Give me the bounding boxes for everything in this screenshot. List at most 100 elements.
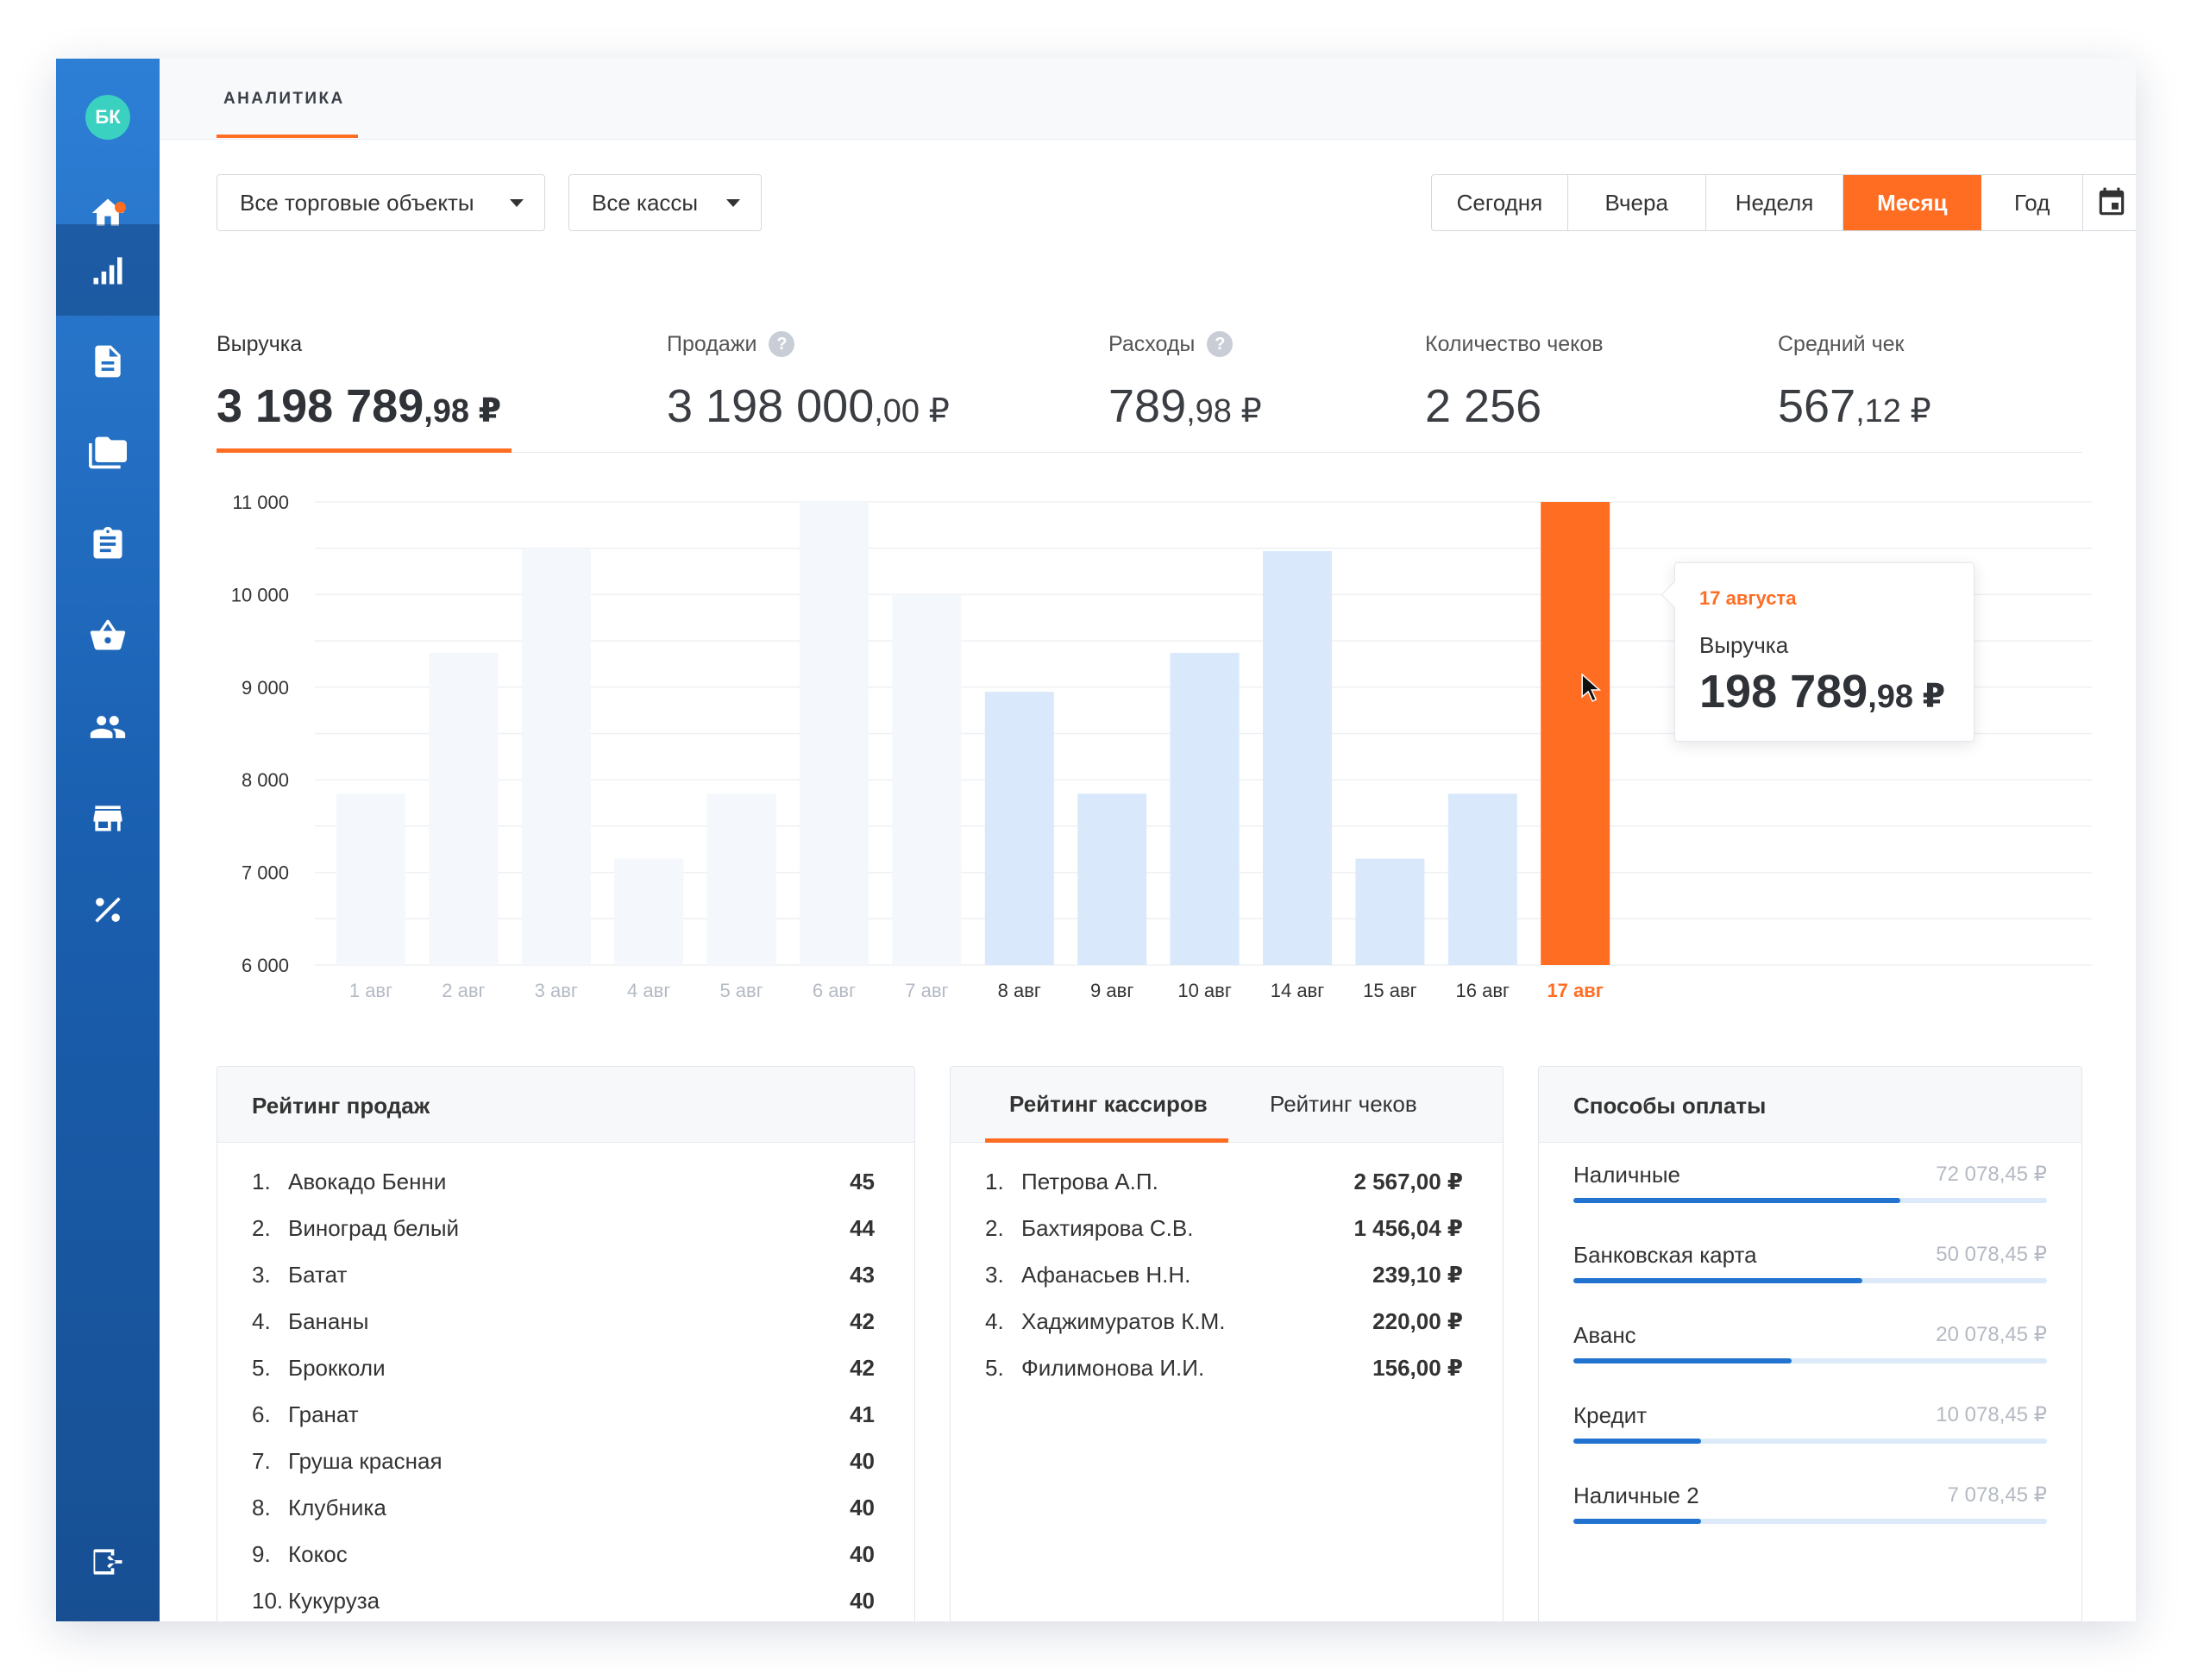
product-name: Кукуруза xyxy=(288,1587,380,1614)
tab-cashier-rating[interactable]: Рейтинг кассиров xyxy=(1009,1091,1208,1117)
chart-bar[interactable] xyxy=(1541,502,1610,965)
cashier-amount: 220,00 ₽ xyxy=(1372,1307,1463,1334)
card-title: Рейтинг продаж xyxy=(252,1093,430,1119)
payment-method-row: Наличные 2 7 078,45 ₽ xyxy=(1573,1483,2047,1534)
kpi-sales[interactable]: Продажи? 3 198 000,00 ₽ xyxy=(667,329,950,433)
period-year-button[interactable]: Год xyxy=(1981,175,2084,230)
sidebar-item-orders[interactable] xyxy=(56,590,160,681)
cashier-amount: 156,00 ₽ xyxy=(1372,1354,1463,1381)
list-item[interactable]: 1. Петрова А.П. 2 567,00 ₽ xyxy=(985,1164,1463,1199)
sidebar-item-tasks[interactable] xyxy=(56,498,160,590)
list-item[interactable]: 9. Кокос 40 xyxy=(252,1537,875,1571)
rank-number: 1. xyxy=(985,1168,1004,1194)
sidebar-item-users[interactable] xyxy=(56,681,160,773)
product-name: Кокос xyxy=(288,1540,348,1567)
x-tick-label: 14 авг xyxy=(1271,980,1325,1001)
x-tick-label: 1 авг xyxy=(349,980,392,1001)
period-week-button[interactable]: Неделя xyxy=(1706,175,1844,230)
card-header: Рейтинг кассиров Рейтинг чеков xyxy=(951,1067,1503,1143)
list-item[interactable]: 1. Авокадо Бенни 45 xyxy=(252,1164,875,1199)
list-item[interactable]: 6. Гранат 41 xyxy=(252,1397,875,1432)
sales-count: 40 xyxy=(850,1447,875,1474)
payment-method-amount: 50 078,45 ₽ xyxy=(1936,1243,2047,1266)
list-item[interactable]: 7. Груша красная 40 xyxy=(252,1444,875,1478)
chart-bar[interactable] xyxy=(429,653,499,965)
sidebar-item-home[interactable] xyxy=(56,167,160,259)
period-selector: Сегодня Вчера Неделя Месяц Год xyxy=(1431,174,2136,231)
mouse-cursor-icon xyxy=(1581,673,1602,703)
percent-icon xyxy=(95,897,121,923)
kpi-average-receipt[interactable]: Средний чек 567,12 ₽ xyxy=(1778,329,1931,433)
period-yesterday-button[interactable]: Вчера xyxy=(1568,175,1706,230)
period-month-button[interactable]: Месяц xyxy=(1843,175,1982,230)
cashier-name: Бахтиярова С.В. xyxy=(1021,1214,1194,1241)
sales-count: 41 xyxy=(850,1401,875,1427)
payment-method-name: Кредит xyxy=(1573,1402,1648,1428)
rank-number: 2. xyxy=(985,1214,1004,1241)
chart-bar[interactable] xyxy=(1170,653,1240,965)
chart-bar[interactable] xyxy=(1355,858,1425,965)
x-tick-label: 4 авг xyxy=(627,980,670,1001)
chart-bar[interactable] xyxy=(706,793,776,965)
kpi-expenses[interactable]: Расходы? 789,98 ₽ xyxy=(1108,329,1262,433)
sidebar-item-analytics[interactable] xyxy=(56,224,160,316)
chart-bar[interactable] xyxy=(800,502,869,965)
sidebar-item-discounts[interactable] xyxy=(56,864,160,956)
calendar-button[interactable] xyxy=(2083,175,2136,230)
kpi-revenue[interactable]: Выручка 3 198 789,98 ₽ xyxy=(217,329,501,433)
list-item[interactable]: 2. Виноград белый 44 xyxy=(252,1211,875,1245)
chart-bar[interactable] xyxy=(1263,550,1332,965)
chart-bar[interactable] xyxy=(892,594,962,965)
kpi-value: 567,12 ₽ xyxy=(1778,380,1931,432)
x-tick-label: 9 авг xyxy=(1090,980,1133,1001)
sales-count: 42 xyxy=(850,1307,875,1334)
list-item[interactable]: 3. Афанасьев Н.Н. 239,10 ₽ xyxy=(985,1257,1463,1292)
chart-bar[interactable] xyxy=(1447,793,1517,965)
kpi-receipts-count[interactable]: Количество чеков 2 256 xyxy=(1425,329,1604,433)
list-item[interactable]: 5. Брокколи 42 xyxy=(252,1351,875,1385)
x-tick-label: 15 авг xyxy=(1363,980,1417,1001)
tab-analytics[interactable]: АНАЛИТИКА xyxy=(223,90,345,108)
rank-number: 2. xyxy=(252,1214,271,1241)
sidebar-item-documents[interactable] xyxy=(56,316,160,407)
sidebar-item-folders[interactable] xyxy=(56,407,160,498)
product-name: Батат xyxy=(288,1261,348,1288)
chart-bar[interactable] xyxy=(1077,793,1147,965)
chart-bar[interactable] xyxy=(614,858,684,965)
list-item[interactable]: 2. Бахтиярова С.В. 1 456,04 ₽ xyxy=(985,1211,1463,1245)
avatar[interactable]: БК xyxy=(85,95,130,140)
chart-bar[interactable] xyxy=(521,548,591,965)
list-item[interactable]: 5. Филимонова И.И. 156,00 ₽ xyxy=(985,1351,1463,1385)
list-item[interactable]: 3. Батат 43 xyxy=(252,1257,875,1292)
chart-bar[interactable] xyxy=(984,692,1054,965)
store-select[interactable]: Все торговые объекты xyxy=(217,174,545,231)
register-select[interactable]: Все кассы xyxy=(568,174,762,231)
sales-count: 45 xyxy=(850,1168,875,1194)
main-content: Все торговые объекты Все кассы Сегодня В… xyxy=(160,140,2136,1621)
kpi-label: Продажи? xyxy=(667,329,950,359)
list-item[interactable]: 8. Клубника 40 xyxy=(252,1490,875,1525)
sales-count: 40 xyxy=(850,1540,875,1567)
payment-share-fill xyxy=(1573,1198,1900,1203)
list-item[interactable]: 4. Бананы 42 xyxy=(252,1304,875,1338)
tooltip-date: 17 августа xyxy=(1699,587,1797,609)
list-item[interactable]: 10. Кукуруза 40 xyxy=(252,1583,875,1618)
home-icon xyxy=(91,198,124,226)
period-today-button[interactable]: Сегодня xyxy=(1432,175,1568,230)
list-item[interactable]: 4. Хаджимуратов К.М. 220,00 ₽ xyxy=(985,1304,1463,1338)
app-window: БК АНАЛИ xyxy=(56,59,2136,1621)
tab-active-indicator xyxy=(985,1138,1228,1143)
card-title: Способы оплаты xyxy=(1573,1093,1767,1119)
tab-receipt-rating[interactable]: Рейтинг чеков xyxy=(1270,1091,1417,1117)
sidebar-item-stores[interactable] xyxy=(56,773,160,864)
logout-button[interactable] xyxy=(56,1516,160,1608)
sidebar: БК xyxy=(56,59,160,1621)
logout-icon xyxy=(93,1549,122,1575)
register-select-value: Все кассы xyxy=(592,189,699,216)
sales-count: 40 xyxy=(850,1494,875,1520)
help-icon[interactable]: ? xyxy=(1207,331,1234,357)
help-icon[interactable]: ? xyxy=(769,331,795,357)
product-name: Бананы xyxy=(288,1307,369,1334)
chart-bar[interactable] xyxy=(336,793,405,965)
rank-number: 3. xyxy=(985,1261,1004,1288)
